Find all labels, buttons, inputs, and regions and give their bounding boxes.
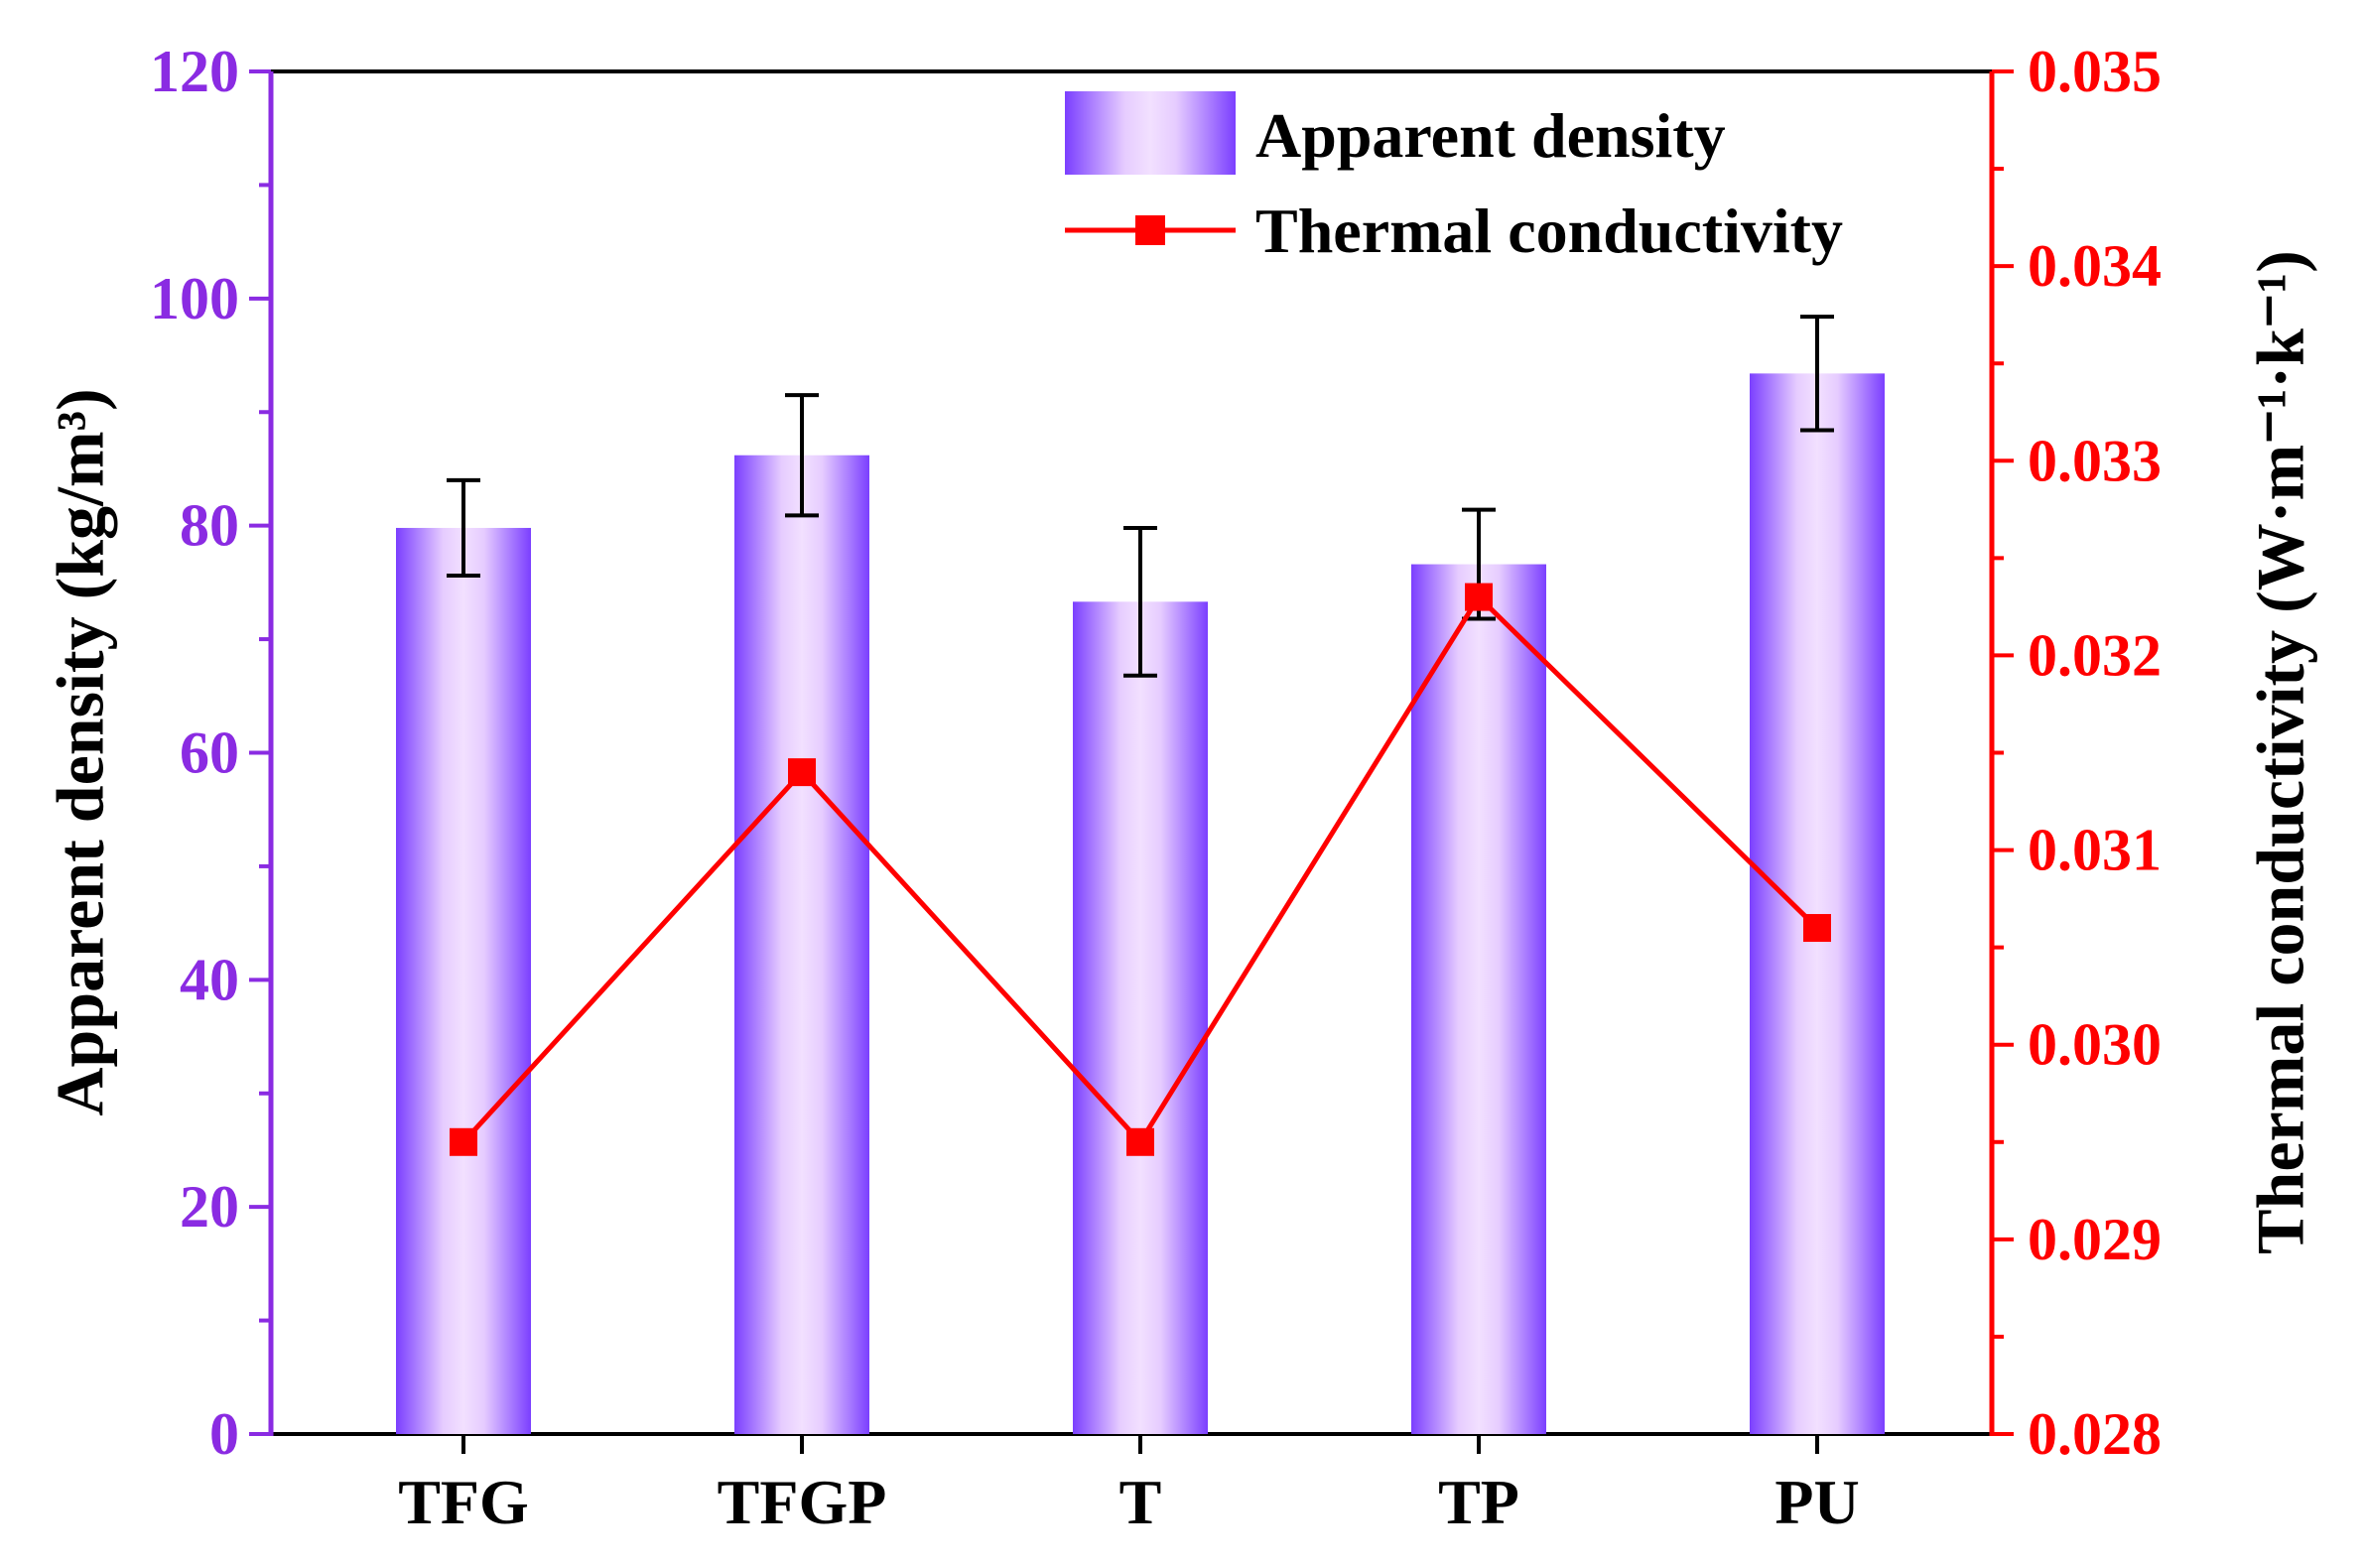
right-tick-label: 0.029 [2028, 1207, 2162, 1272]
x-tick-label: T [1119, 1467, 1162, 1537]
bar-TFG [396, 527, 531, 1434]
right-tick-label: 0.034 [2028, 233, 2162, 299]
left-tick-label: 40 [180, 947, 239, 1012]
left-tick-label: 0 [209, 1401, 239, 1467]
right-tick-label: 0.028 [2028, 1401, 2162, 1467]
error-bar-TFGP [785, 393, 819, 518]
error-bars-layer [447, 315, 1834, 678]
bar-T [1073, 601, 1208, 1434]
x-tick-label: PU [1774, 1467, 1859, 1537]
x-tick-label: TFG [398, 1467, 529, 1537]
legend: Apparent density Thermal conductivity [1065, 91, 1843, 266]
conductivity-point-T [1126, 1127, 1154, 1156]
error-bar-TFG [447, 477, 480, 579]
x-axis-ticks: TFG TFGP T TP PU [398, 1434, 1860, 1537]
conductivity-point-PU [1803, 914, 1831, 943]
right-tick-label: 0.031 [2028, 818, 2162, 883]
right-tick-label: 0.030 [2028, 1012, 2162, 1078]
right-tick-label: 0.035 [2028, 39, 2162, 104]
left-axis-ticks: 0 20 40 60 80 100 120 [150, 39, 271, 1467]
left-tick-label: 120 [150, 39, 239, 104]
error-bar-T [1123, 525, 1157, 678]
right-tick-label: 0.033 [2028, 428, 2162, 493]
left-tick-label: 80 [180, 493, 239, 559]
legend-bar-swatch [1065, 91, 1236, 175]
conductivity-point-TP [1465, 583, 1493, 611]
conductivity-point-TFGP [788, 758, 816, 787]
right-axis-ticks: 0.028 0.029 0.030 0.031 0.032 0.033 0.034 0.035 [1992, 39, 2162, 1467]
bars-layer [396, 373, 1885, 1434]
legend-label-density: Apparent density [1255, 100, 1726, 171]
left-tick-label: 60 [180, 720, 239, 786]
left-tick-label: 20 [180, 1174, 239, 1240]
x-tick-label: TP [1438, 1467, 1519, 1537]
right-tick-label: 0.032 [2028, 622, 2162, 688]
legend-line-marker [1135, 215, 1165, 245]
error-bar-PU [1800, 315, 1834, 433]
right-axis-title: Thermal conductivity (W·m⁻¹·k⁻¹) [2243, 250, 2318, 1254]
bar-PU [1750, 373, 1885, 1434]
left-tick-label: 100 [150, 266, 239, 331]
conductivity-point-TFG [450, 1127, 477, 1156]
legend-label-conductivity: Thermal conductivity [1255, 196, 1843, 266]
x-tick-label: TFGP [718, 1467, 887, 1537]
conductivity-line-layer [450, 583, 1831, 1156]
bar-TP [1411, 564, 1546, 1434]
bar-TFGP [734, 455, 869, 1434]
left-axis-title: Apparent density (kg/m³) [43, 388, 118, 1115]
